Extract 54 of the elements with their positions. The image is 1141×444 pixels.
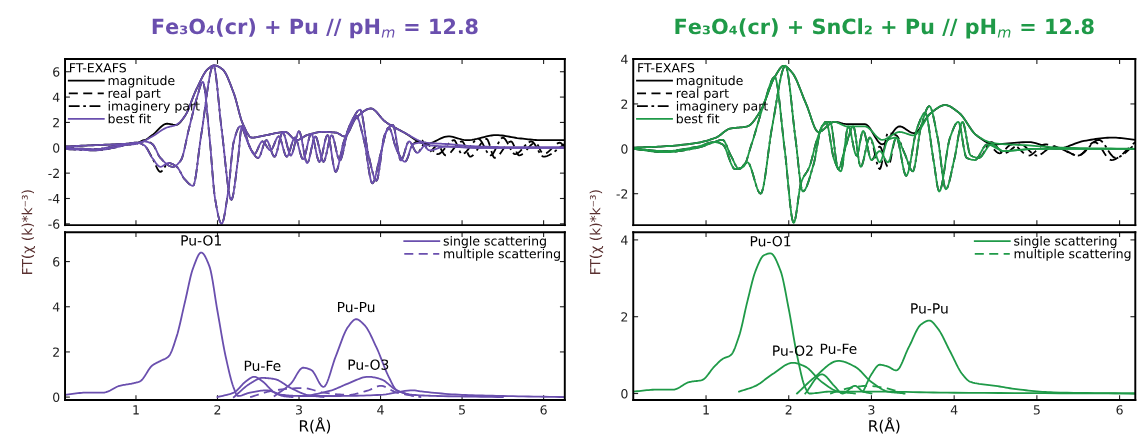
legend-label: single scattering [443, 235, 546, 249]
x-tick-label: 4 [377, 405, 384, 415]
y-tick-label: 2 [53, 347, 59, 357]
y-tick-label: 2 [53, 117, 59, 128]
y-axis-title: FT(χ (k)*k⁻³) [589, 190, 604, 274]
y-tick-label: -2 [48, 168, 59, 178]
x-tick-label: 5 [1033, 405, 1040, 415]
y-tick-label: -6 [48, 219, 60, 229]
legend-title: FT-EXAFS [638, 63, 695, 73]
legend-label: real part [676, 88, 729, 101]
y-tick-label: 4 [621, 235, 628, 245]
legend-label: best fit [676, 113, 720, 124]
chart-title: Fe₃O₄(cr) + Pu // pH$_{m}$ = 12.8 [152, 18, 478, 39]
annotation: Pu-Fe [820, 343, 857, 355]
annotation: Pu-Pu [338, 302, 375, 313]
legend-label: single scattering [1014, 235, 1117, 249]
y-tick-label: 4 [621, 54, 628, 64]
legend-label: multiple scattering [1014, 248, 1131, 261]
x-tick-label: 5 [459, 405, 465, 415]
y-tick-label: 0 [621, 144, 628, 154]
annotation: Pu-O1 [181, 235, 221, 246]
y-tick-label: 6 [53, 67, 60, 77]
x-tick-label: 3 [868, 405, 875, 415]
x-tick-label: 2 [214, 405, 221, 415]
x-tick-label: 4 [950, 405, 958, 415]
y-tick-label: 0 [621, 388, 628, 399]
legend-label: best fit [108, 113, 152, 124]
y-tick-label: 6 [53, 257, 60, 267]
annotation: Pu-Fe [244, 360, 281, 372]
y-tick-label: 0 [53, 392, 60, 403]
x-tick-label: 3 [295, 405, 302, 415]
x-axis-title: R(Å) [869, 417, 900, 434]
legend-label: real part [108, 88, 161, 101]
legend-title: FT-EXAFS [70, 63, 126, 73]
x-tick-label: 6 [1116, 405, 1123, 415]
y-tick-label: -4 [48, 194, 60, 204]
x-tick-label: 1 [703, 405, 709, 415]
y-axis-title: FT(χ (k)*k⁻³) [21, 190, 36, 274]
y-tick-label: 0 [53, 143, 60, 153]
x-tick-label: 1 [133, 405, 139, 415]
x-axis-title: R(Å) [299, 417, 331, 434]
y-tick-label: 2 [621, 99, 628, 109]
legend-label: multiple scattering [444, 248, 560, 261]
x-tick-label: 6 [540, 405, 547, 415]
legend-label: magnitude [108, 75, 175, 88]
x-tick-label: 2 [785, 405, 792, 415]
annotation: Pu-Pu [911, 303, 948, 314]
y-tick-label: 4 [52, 302, 60, 312]
y-tick-label: -2 [616, 189, 628, 199]
chart-title: Fe₃O₄(cr) + SnCl₂ + Pu // pH$_{m}$ = 12.8 [675, 18, 1094, 39]
y-tick-label: 4 [52, 92, 60, 102]
legend-label: magnitude [676, 75, 743, 88]
y-tick-label: 2 [621, 312, 628, 322]
annotation: Pu-O1 [750, 235, 791, 247]
